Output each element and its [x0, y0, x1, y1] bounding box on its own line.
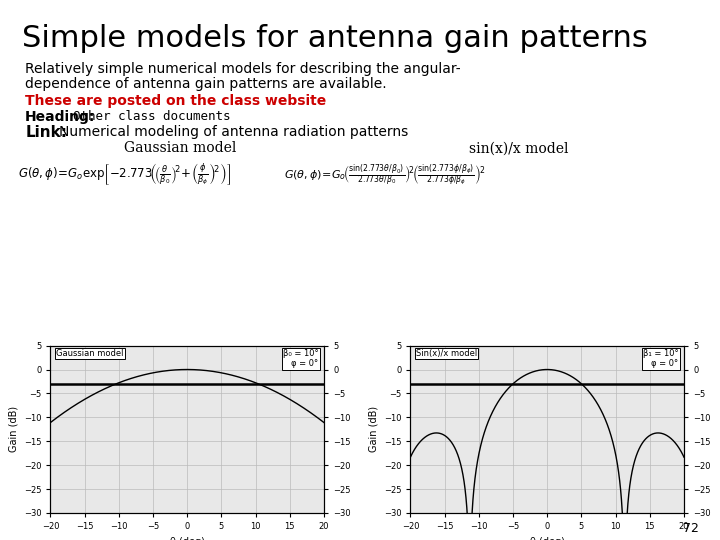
Y-axis label: Gain (dB): Gain (dB): [368, 406, 378, 453]
Text: Simple models for antenna gain patterns: Simple models for antenna gain patterns: [22, 24, 647, 53]
Text: dependence of antenna gain patterns are available.: dependence of antenna gain patterns are …: [25, 77, 387, 91]
Text: Gaussian model: Gaussian model: [124, 141, 236, 156]
Text: β₀ = 10°
φ = 0°: β₀ = 10° φ = 0°: [283, 349, 318, 368]
Text: sin(x)/x model: sin(x)/x model: [469, 141, 568, 156]
Text: 72: 72: [683, 522, 698, 535]
Text: Numerical modeling of antenna radiation patterns: Numerical modeling of antenna radiation …: [59, 125, 408, 139]
X-axis label: θ (deg): θ (deg): [170, 537, 204, 540]
Text: These are posted on the class website: These are posted on the class website: [25, 94, 326, 109]
Text: Relatively simple numerical models for describing the angular-: Relatively simple numerical models for d…: [25, 62, 461, 76]
Text: $G(\theta,\phi)\!=\!G_o\exp\!\left[-2.773\!\left(\!\left(\frac{\theta}{\beta_0}\: $G(\theta,\phi)\!=\!G_o\exp\!\left[-2.77…: [18, 162, 231, 187]
Text: Heading:: Heading:: [25, 110, 96, 124]
Text: $G(\theta,\phi)\!=\!G_o\!\left(\frac{\sin(2.773\theta/\beta_0)}{2.773\theta/\bet: $G(\theta,\phi)\!=\!G_o\!\left(\frac{\si…: [284, 162, 485, 188]
Text: Gaussian model: Gaussian model: [56, 349, 123, 358]
Y-axis label: Gain (dB): Gain (dB): [8, 406, 18, 453]
X-axis label: θ (deg): θ (deg): [530, 537, 564, 540]
Text: Link:: Link:: [25, 125, 67, 140]
Text: β₁ = 10°
φ = 0°: β₁ = 10° φ = 0°: [643, 349, 678, 368]
Text: Other class documents: Other class documents: [73, 110, 231, 123]
Text: Sin(x)/x model: Sin(x)/x model: [416, 349, 477, 358]
